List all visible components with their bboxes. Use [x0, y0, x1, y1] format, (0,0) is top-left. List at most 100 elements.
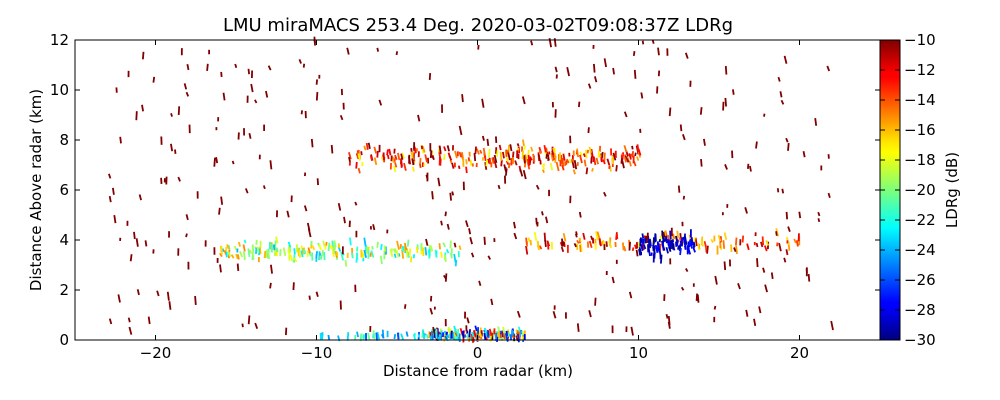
- data-point-scattered-noise: [465, 220, 469, 228]
- data-point-upper-layer: [509, 144, 513, 152]
- data-point-upper-layer: [376, 150, 379, 158]
- data-point-scattered-noise: [292, 282, 295, 291]
- data-point-scattered-noise: [814, 117, 818, 126]
- data-point-mid-layer-west: [440, 251, 443, 258]
- data-point-near-surface-clutter: [502, 332, 506, 340]
- data-point-mid-layer-east: [579, 244, 582, 253]
- data-point-upper-layer: [491, 157, 495, 164]
- data-point-mid-layer-west: [406, 249, 409, 258]
- data-point-mid-layer-east: [525, 237, 528, 245]
- data-point-scattered-noise: [612, 67, 615, 75]
- data-point-mid-layer-west: [370, 250, 375, 258]
- data-point-scattered-noise: [429, 307, 434, 315]
- data-point-mid-layer-east: [595, 231, 599, 241]
- data-point-scattered-noise: [802, 151, 806, 158]
- data-point-upper-layer: [550, 153, 554, 162]
- data-point-scattered-noise: [781, 188, 785, 194]
- data-point-upper-layer: [412, 166, 415, 172]
- data-point-scattered-noise: [417, 114, 421, 122]
- data-point-upper-layer: [552, 147, 556, 152]
- data-point-mid-layer-west: [247, 248, 251, 258]
- data-point-upper-layer: [590, 156, 593, 164]
- data-point-scattered-noise: [657, 47, 660, 56]
- data-point-scattered-noise: [481, 135, 485, 141]
- data-point-scattered-noise: [594, 76, 598, 83]
- data-point-scattered-noise: [554, 66, 558, 73]
- data-point-scattered-noise: [787, 142, 790, 151]
- data-point-upper-layer: [524, 154, 528, 162]
- data-point-mid-layer-west: [248, 249, 253, 254]
- data-point-depolarized-patch: [677, 245, 680, 250]
- data-point-upper-layer: [628, 160, 632, 167]
- data-point-upper-layer: [585, 149, 588, 159]
- data-point-scattered-noise: [461, 94, 464, 103]
- data-point-upper-layer: [443, 153, 446, 161]
- data-point-upper-layer: [545, 147, 548, 154]
- data-point-mid-layer-west: [235, 253, 239, 259]
- data-point-scattered-noise: [830, 320, 834, 331]
- data-point-upper-layer: [486, 158, 491, 165]
- data-point-mid-layer-east: [697, 242, 701, 251]
- data-point-surface-streak: [380, 333, 385, 339]
- data-point-near-surface-clutter: [496, 331, 500, 337]
- data-point-scattered-noise: [432, 326, 436, 335]
- data-point-scattered-noise: [451, 191, 455, 196]
- data-point-scattered-noise: [573, 243, 577, 248]
- data-point-mid-layer-west: [263, 250, 267, 259]
- data-point-scattered-noise: [723, 261, 727, 271]
- data-point-mid-layer-west: [318, 243, 322, 251]
- data-point-scattered-noise: [234, 63, 238, 68]
- data-point-upper-layer: [522, 139, 525, 147]
- data-point-mid-layer-west: [315, 251, 318, 259]
- data-point-upper-layer: [561, 165, 565, 171]
- data-point-mid-layer-east: [761, 236, 765, 246]
- data-point-scattered-noise: [458, 125, 463, 136]
- data-point-mid-layer-west: [363, 237, 367, 247]
- data-point-scattered-noise: [248, 133, 252, 139]
- data-point-mid-layer-east: [706, 245, 709, 254]
- colorbar-tick-label: −30: [904, 331, 936, 349]
- data-points: [108, 36, 834, 344]
- data-point-mid-layer-west: [438, 243, 441, 250]
- colorbar-tick-label: −28: [904, 301, 936, 319]
- data-point-mid-layer-west: [395, 250, 400, 258]
- data-point-scattered-noise: [545, 216, 549, 224]
- data-point-upper-layer: [612, 152, 617, 161]
- data-point-upper-layer: [373, 157, 378, 165]
- data-point-mid-layer-west: [444, 254, 447, 263]
- data-point-scattered-noise: [603, 191, 607, 197]
- data-point-scattered-noise: [144, 240, 148, 247]
- data-point-near-surface-clutter: [450, 330, 453, 339]
- data-point-mid-layer-west: [380, 243, 383, 251]
- data-point-upper-layer: [431, 155, 435, 161]
- data-point-mid-layer-east: [775, 228, 780, 237]
- x-axis-ticks: −20 −10 0 10 20: [140, 40, 809, 362]
- data-point-scattered-noise: [446, 223, 450, 230]
- data-point-scattered-noise: [779, 91, 783, 98]
- data-point-scattered-noise: [254, 322, 259, 329]
- data-point-mid-layer-west: [399, 244, 402, 249]
- data-point-upper-layer: [601, 151, 604, 158]
- data-point-surface-streak: [439, 334, 442, 341]
- data-point-upper-layer: [606, 158, 611, 166]
- data-point-scattered-noise: [787, 226, 791, 232]
- data-point-surface-streak: [434, 330, 438, 339]
- data-point-upper-layer: [568, 158, 573, 164]
- colorbar-tick-label: −12: [904, 61, 936, 79]
- data-point-depolarized-patch: [669, 240, 673, 245]
- y-axis-label: Distance Above radar (km): [27, 89, 45, 291]
- data-point-scattered-noise: [641, 40, 645, 45]
- data-point-mid-layer-west: [259, 246, 262, 255]
- data-point-depolarized-patch: [643, 244, 647, 250]
- data-point-scattered-noise: [665, 313, 669, 319]
- data-point-upper-layer: [474, 146, 477, 154]
- data-point-depolarized-patch: [687, 248, 692, 255]
- data-point-scattered-noise: [444, 211, 447, 217]
- data-point-mid-layer-east: [605, 241, 608, 247]
- data-point-scattered-noise: [466, 317, 470, 324]
- data-point-scattered-noise: [135, 111, 138, 121]
- data-point-scattered-noise: [446, 145, 450, 152]
- data-point-scattered-noise: [147, 316, 151, 325]
- data-point-scattered-noise: [183, 83, 188, 90]
- data-point-mid-layer-west: [310, 240, 313, 246]
